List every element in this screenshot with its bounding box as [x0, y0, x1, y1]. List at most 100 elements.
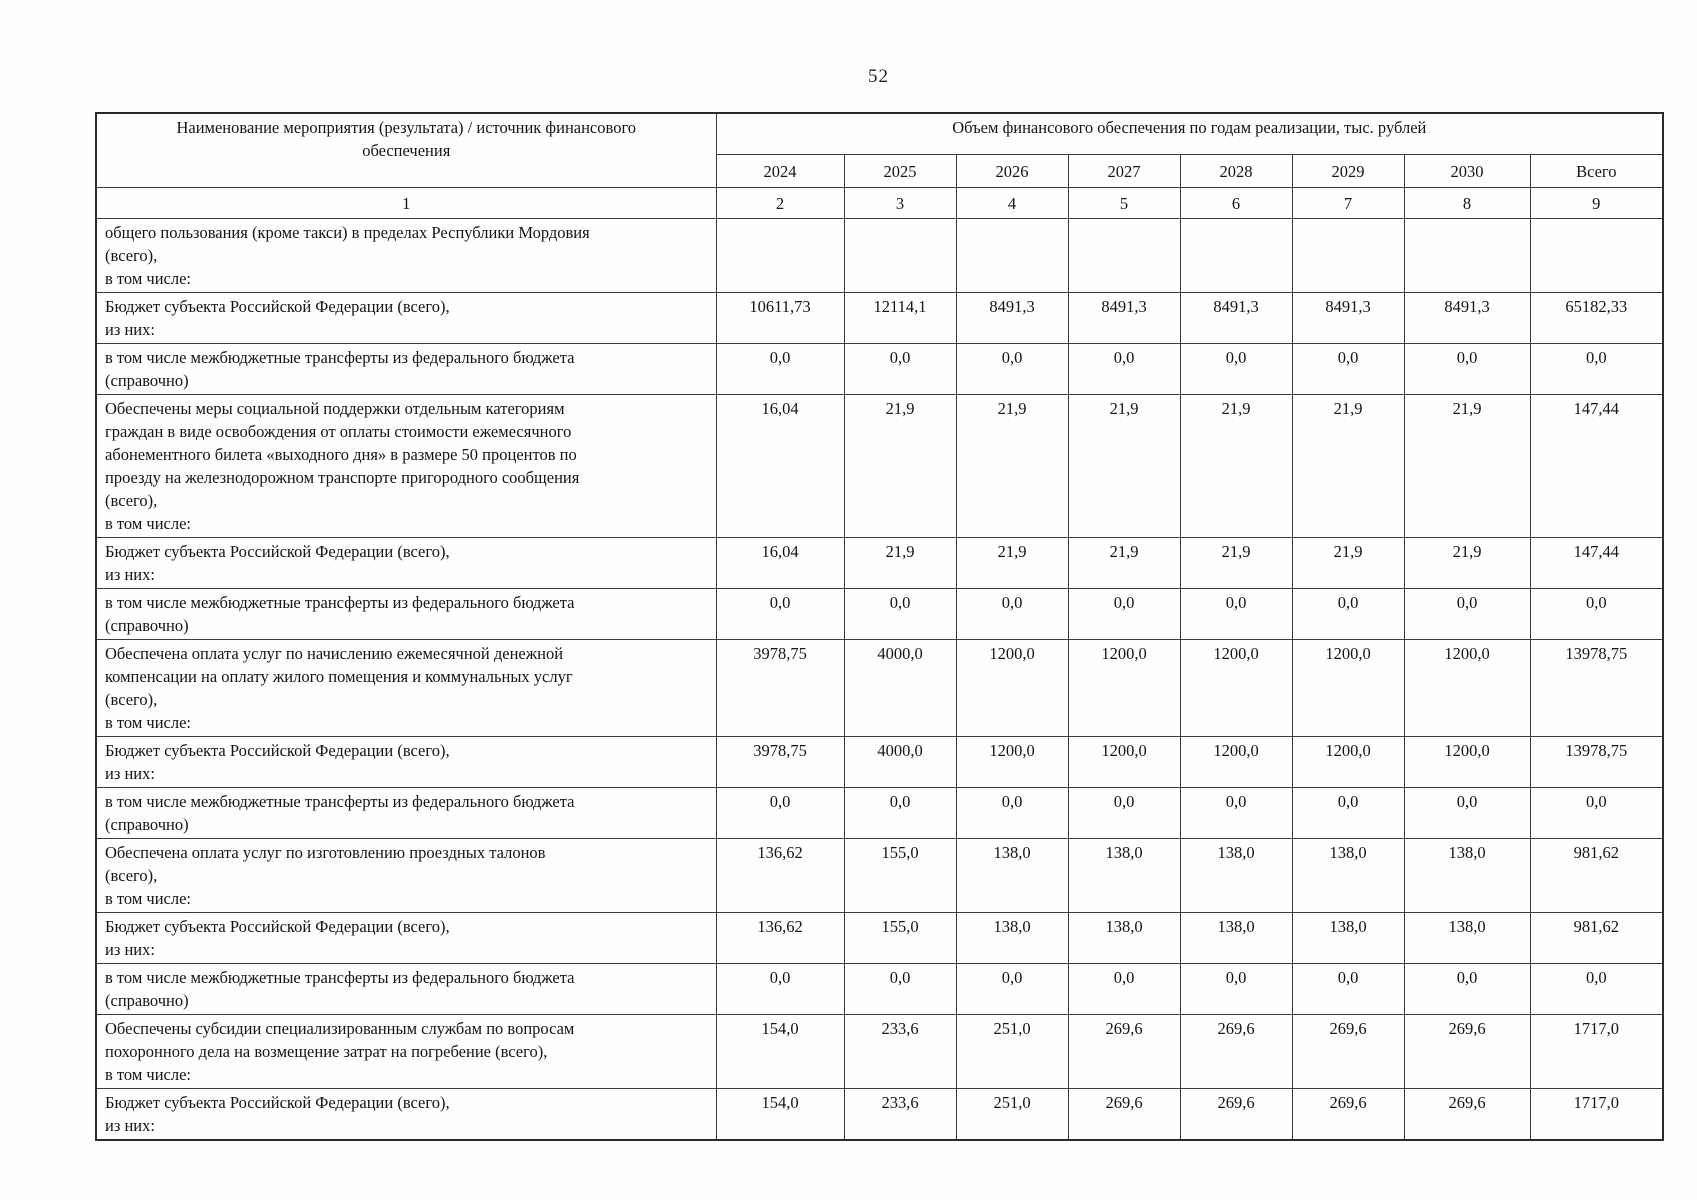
row-label: в том числе межбюджетные трансферты из ф…	[95, 343, 717, 395]
value-cell: 1200,0	[1291, 736, 1405, 788]
value-cell: 269,6	[1403, 1088, 1531, 1141]
value-cell: 1200,0	[1067, 736, 1181, 788]
value-cell: 981,62	[1529, 838, 1664, 913]
row-label: в том числе межбюджетные трансферты из ф…	[95, 787, 717, 839]
year-header: 2025	[843, 154, 957, 188]
table-row: в том числе межбюджетные трансферты из ф…	[95, 343, 1664, 395]
row-label: Обеспечены меры социальной поддержки отд…	[95, 394, 717, 538]
table-row: в том числе межбюджетные трансферты из ф…	[95, 963, 1664, 1015]
table-row: Бюджет субъекта Российской Федерации (вс…	[95, 292, 1664, 344]
value-cell: 0,0	[1529, 588, 1664, 640]
row-label: в том числе межбюджетные трансферты из ф…	[95, 588, 717, 640]
row-label: Бюджет субъекта Российской Федерации (вс…	[95, 1088, 717, 1141]
value-cell: 0,0	[1529, 963, 1664, 1015]
row-label: Бюджет субъекта Российской Федерации (вс…	[95, 736, 717, 788]
value-cell: 0,0	[1067, 787, 1181, 839]
value-cell: 21,9	[1067, 394, 1181, 538]
value-cell: 0,0	[715, 963, 845, 1015]
value-cell: 21,9	[955, 394, 1069, 538]
value-cell: 147,44	[1529, 537, 1664, 589]
row-label: Обеспечена оплата услуг по начислению еж…	[95, 639, 717, 737]
row-label: Обеспечена оплата услуг по изготовлению …	[95, 838, 717, 913]
value-cell	[1067, 218, 1181, 293]
value-cell: 0,0	[1291, 588, 1405, 640]
table-row: Бюджет субъекта Российской Федерации (вс…	[95, 912, 1664, 964]
value-cell: 8491,3	[1403, 292, 1531, 344]
value-cell: 0,0	[1403, 588, 1531, 640]
value-cell: 21,9	[843, 394, 957, 538]
value-cell: 0,0	[715, 588, 845, 640]
value-cell: 138,0	[1291, 838, 1405, 913]
value-cell: 0,0	[1179, 343, 1293, 395]
column-index: 5	[1067, 187, 1181, 219]
value-cell: 0,0	[843, 963, 957, 1015]
value-cell	[1291, 218, 1405, 293]
row-label: Бюджет субъекта Российской Федерации (вс…	[95, 292, 717, 344]
value-cell: 0,0	[843, 787, 957, 839]
value-cell	[955, 218, 1069, 293]
column-index: 2	[715, 187, 845, 219]
value-cell: 269,6	[1179, 1088, 1293, 1141]
value-cell: 269,6	[1067, 1088, 1181, 1141]
header-row-years: 2024 2025 2026 2027 2028 2029 2030 Всего	[96, 154, 1664, 188]
value-cell: 1717,0	[1529, 1088, 1664, 1141]
table-row: Бюджет субъекта Российской Федерации (вс…	[95, 537, 1664, 589]
value-cell: 233,6	[843, 1014, 957, 1089]
row-label: Бюджет субъекта Российской Федерации (вс…	[95, 912, 717, 964]
value-cell	[1529, 218, 1664, 293]
value-cell: 1200,0	[1179, 736, 1293, 788]
value-cell: 0,0	[1291, 963, 1405, 1015]
value-cell: 138,0	[1291, 912, 1405, 964]
value-cell: 1200,0	[1403, 639, 1531, 737]
table-row: Обеспечена оплата услуг по изготовлению …	[95, 838, 1664, 913]
value-cell: 1717,0	[1529, 1014, 1664, 1089]
value-cell: 12114,1	[843, 292, 957, 344]
value-cell: 13978,75	[1529, 639, 1664, 737]
table-row: Обеспечена оплата услуг по начислению еж…	[95, 639, 1664, 737]
row-label: в том числе межбюджетные трансферты из ф…	[95, 963, 717, 1015]
table-header: Наименование мероприятия (результата) / …	[95, 112, 1664, 219]
value-cell: 4000,0	[843, 639, 957, 737]
value-cell: 269,6	[1179, 1014, 1293, 1089]
value-cell: 0,0	[1067, 343, 1181, 395]
value-cell: 981,62	[1529, 912, 1664, 964]
value-cell: 21,9	[1291, 537, 1405, 589]
value-cell	[1179, 218, 1293, 293]
value-cell: 16,04	[715, 537, 845, 589]
value-cell: 138,0	[1179, 912, 1293, 964]
year-header: 2026	[955, 154, 1069, 188]
value-cell: 154,0	[715, 1014, 845, 1089]
row-label: Бюджет субъекта Российской Федерации (вс…	[95, 537, 717, 589]
value-cell: 0,0	[955, 588, 1069, 640]
value-cell: 21,9	[1291, 394, 1405, 538]
value-cell: 1200,0	[1179, 639, 1293, 737]
header-row-group: Наименование мероприятия (результата) / …	[95, 112, 1664, 188]
value-cell: 0,0	[1403, 343, 1531, 395]
value-cell: 21,9	[1403, 537, 1531, 589]
value-cell: 3978,75	[715, 639, 845, 737]
column-index: 6	[1179, 187, 1293, 219]
value-cell: 0,0	[1291, 343, 1405, 395]
value-cell: 138,0	[1179, 838, 1293, 913]
value-cell: 251,0	[955, 1014, 1069, 1089]
value-cell: 8491,3	[1067, 292, 1181, 344]
column-index: 1	[95, 187, 717, 219]
column-index: 3	[843, 187, 957, 219]
table-row: Обеспечены меры социальной поддержки отд…	[95, 394, 1664, 538]
value-cell: 0,0	[1403, 963, 1531, 1015]
value-cell: 155,0	[843, 838, 957, 913]
value-cell: 0,0	[843, 343, 957, 395]
value-cell: 0,0	[1179, 787, 1293, 839]
value-cell: 233,6	[843, 1088, 957, 1141]
value-cell: 0,0	[1529, 787, 1664, 839]
value-cell: 251,0	[955, 1088, 1069, 1141]
value-cell: 1200,0	[1403, 736, 1531, 788]
column-header-name: Наименование мероприятия (результата) / …	[95, 112, 717, 188]
value-cell: 21,9	[1179, 394, 1293, 538]
value-cell: 138,0	[955, 838, 1069, 913]
value-cell: 0,0	[715, 787, 845, 839]
table-row: Обеспечены субсидии специализированным с…	[95, 1014, 1664, 1089]
value-cell: 269,6	[1067, 1014, 1181, 1089]
